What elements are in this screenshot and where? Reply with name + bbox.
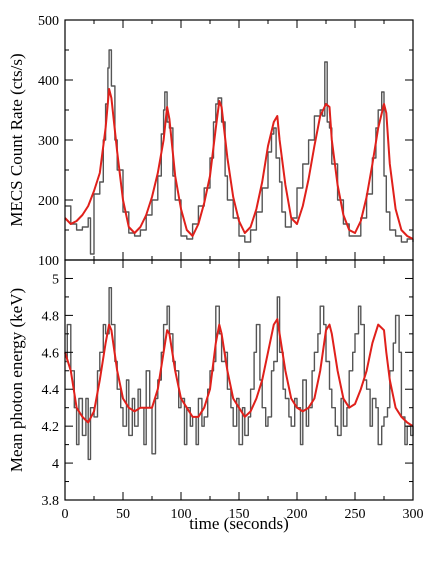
x-tick-label-0: 0 [62,507,69,522]
bottom-y-tick-label-4.4: 4.4 [42,383,60,398]
top-y-tick-label-400: 400 [38,74,59,89]
x-tick-label-200: 200 [287,507,308,522]
bottom-y-tick-label-4.6: 4.6 [42,346,60,361]
x-tick-label-250: 250 [345,507,366,522]
bottom-series-layer [64,287,414,461]
x-tick-label-300: 300 [403,507,424,522]
x-axis-label: time (seconds) [189,514,289,533]
top-panel: 100 200 300 400 500 MECS Count Rate (cts/s) [7,14,414,269]
top-y-tick-label-100: 100 [38,254,59,269]
top-series-layer [64,49,414,255]
top-y-tick-label-300: 300 [38,134,59,149]
x-tick-label-150: 150 [229,507,250,522]
top-tick-layer: 100 200 300 400 500 [38,14,414,269]
bottom-tick-layer: 0 50 100 150 200 250 300 3.8 4 4.2 4.4 4.6 4.8 5 [42,260,424,522]
bottom-y-tick-label-4.8: 4.8 [42,309,60,324]
bottom-y-tick-label-4.2: 4.2 [42,420,60,435]
bottom-y-axis-label: Mean photon energy (keV) [7,288,26,472]
top-y-tick-label-200: 200 [38,194,59,209]
x-tick-label-50: 50 [116,507,130,522]
top-y-axis-label: MECS Count Rate (cts/s) [7,53,26,226]
bottom-y-tick-label-5: 5 [52,272,59,287]
top-series-line-smoothed [64,88,414,240]
bottom-series-line-data [65,287,414,461]
bottom-panel: 0 50 100 150 200 250 300 3.8 4 4.2 4.4 4.6 4.8 5 Mean… [7,259,424,533]
x-tick-label-100: 100 [171,507,192,522]
bottom-series-line-smoothed [64,318,414,428]
bottom-y-tick-label-3.8: 3.8 [42,494,60,509]
top-y-tick-label-500: 500 [38,14,59,29]
bottom-y-tick-label-4: 4 [52,457,59,472]
